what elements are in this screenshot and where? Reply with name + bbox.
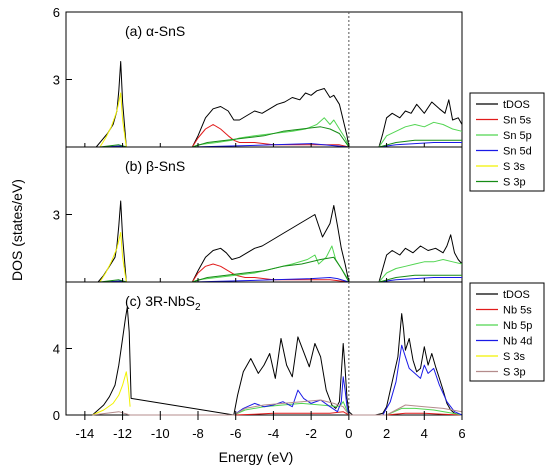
x-tick-label: -8 [192,426,204,441]
legend-1: tDOS Sn 5s Sn 5p Sn 5d S 3s S 3p [469,92,545,192]
y-tick-label: 6 [53,5,60,20]
legend-box [469,282,545,382]
panel-3: 0 4 (c) 3R-NbS2 [53,281,463,423]
legend-label: S 3s [503,161,526,173]
series-s-3s [92,371,131,416]
series-nb-5p [233,401,463,416]
legend-label: Nb 5s [503,305,532,317]
y-axis-label: DOS (states/eV) [9,179,25,281]
x-tick-label: 2 [383,426,390,441]
x-axis-label: Energy (eV) [219,449,294,465]
y-tick-label: 0 [53,408,60,423]
legend-label: Sn 5s [503,115,532,127]
series-sn-5p [192,117,463,148]
panel-title: (b) β-SnS [125,158,185,174]
x-tick-label: -4 [268,426,280,441]
x-tick-label: -10 [151,426,170,441]
x-tick-label: 6 [458,426,465,441]
x-tick-label: -6 [230,426,242,441]
legend-label: Nb 4d [503,336,532,348]
x-tick-label: -12 [113,426,132,441]
x-tick-label: 4 [421,426,428,441]
panel-title: (c) 3R-NbS2 [125,293,201,313]
panels: 3 6 (a) α-SnS 3 (b) β-SnS 0 4 (c) 3R-NbS2 [53,5,463,423]
legend-label: S 3p [503,367,526,379]
series-tdos [92,306,463,416]
y-tick-label: 4 [53,342,60,357]
x-tick-label: -2 [305,426,317,441]
series-s-3s [99,232,127,283]
legend-label: tDOS [503,99,530,111]
legend-3: tDOS Nb 5s Nb 5p Nb 4d S 3s S 3p [469,282,545,382]
series-s-3p [92,399,463,416]
x-tick-label: -14 [75,426,94,441]
x-axis: -14 -12 -10 -8 -6 -4 -2 0 2 4 6 [75,415,466,441]
y-tick-label: 3 [53,208,60,223]
legend-label: Nb 5p [503,320,532,332]
legend-label: S 3s [503,351,526,363]
legend-label: S 3p [503,177,526,189]
legend-label: tDOS [503,289,530,301]
legend-box [469,92,545,192]
legends: tDOS Sn 5s Sn 5p Sn 5d S 3s S 3p tDOS Nb 5s Nb 5… [469,92,545,382]
x-tick-label: 0 [345,426,352,441]
panel-title: (a) α-SnS [125,23,185,39]
panel-2: 3 (b) β-SnS [53,146,463,283]
legend-label: Sn 5p [503,130,532,142]
series-sn-5s [191,263,349,283]
y-tick-label: 3 [53,73,60,88]
legend-label: Sn 5d [503,146,532,158]
series-s-3s [99,92,127,148]
